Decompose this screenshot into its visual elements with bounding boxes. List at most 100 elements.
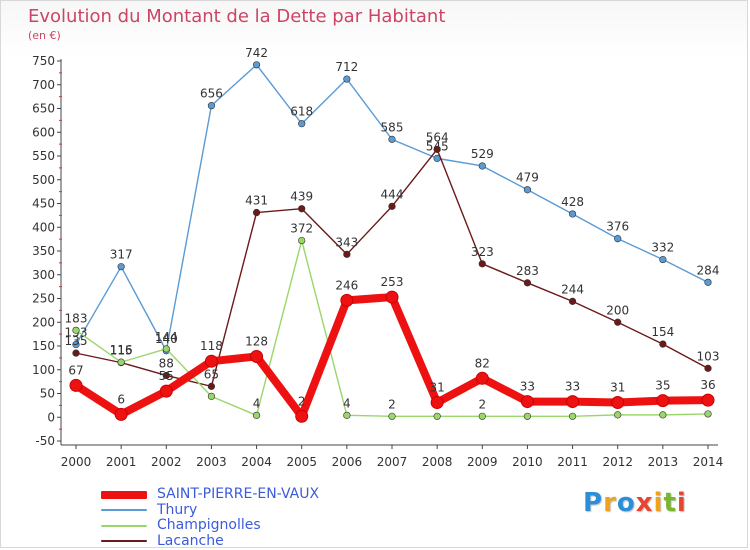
- data-point: [204, 354, 218, 368]
- y-tick-label: 350: [32, 244, 55, 258]
- legend-swatch: [101, 509, 147, 512]
- data-label: 742: [245, 46, 268, 60]
- data-point: [523, 279, 532, 287]
- data-point: [252, 208, 261, 217]
- y-tick-label: -50: [35, 434, 55, 448]
- y-tick-label: 700: [32, 78, 55, 92]
- data-label: 140: [155, 332, 178, 346]
- data-label: 712: [335, 60, 358, 74]
- data-point: [614, 318, 622, 326]
- data-label: 115: [110, 344, 133, 358]
- proxiti-logo: Proxiti: [583, 488, 687, 518]
- series-lacanche: 135 115 88 65 431 439 343 444 564 323 283 244 200 154…: [65, 130, 720, 390]
- y-tick-label: 200: [32, 315, 55, 329]
- chart-legend: SAINT-PIERRE-EN-VAUX Thury Champignolles La…: [101, 487, 319, 549]
- data-point: [433, 145, 441, 153]
- legend-label: Champignolles: [157, 517, 261, 534]
- x-tick-label: 2000: [61, 455, 92, 469]
- logo-letter: t: [663, 488, 677, 518]
- data-label: 118: [200, 339, 223, 353]
- data-label: 283: [516, 264, 539, 278]
- legend-label: SAINT-PIERRE-EN-VAUX: [157, 486, 320, 503]
- data-label: 4: [253, 396, 261, 410]
- x-tick-label: 2005: [286, 455, 317, 469]
- data-label: 376: [606, 220, 629, 234]
- data-point: [523, 412, 532, 420]
- data-label: 154: [651, 325, 674, 339]
- data-label: 444: [381, 187, 404, 201]
- data-label: 479: [516, 171, 539, 185]
- data-point: [295, 409, 309, 423]
- data-label: 82: [475, 356, 490, 370]
- data-point: [478, 412, 486, 420]
- data-label: 128: [245, 334, 268, 348]
- data-point: [568, 210, 577, 218]
- y-tick-label: 500: [32, 173, 55, 187]
- legend-item: Champignolles: [101, 518, 319, 534]
- data-point: [478, 260, 486, 268]
- data-point: [523, 186, 532, 194]
- series-champignolles: 183 116 144 4 372 4 2 2: [65, 222, 712, 420]
- legend-label: Lacanche: [157, 532, 224, 549]
- x-tick-label: 2013: [648, 455, 679, 469]
- data-point: [430, 396, 444, 410]
- data-point: [478, 162, 486, 170]
- x-tick-label: 2008: [422, 455, 453, 469]
- data-label: 55: [159, 369, 174, 383]
- data-point: [704, 364, 712, 372]
- data-point: [566, 395, 580, 409]
- data-point: [388, 202, 396, 210]
- data-label: 103: [697, 349, 720, 363]
- logo-letter: x: [635, 488, 654, 518]
- data-point: [388, 135, 396, 143]
- y-tick-label: 0: [47, 410, 55, 424]
- chart-subtitle: (en €): [28, 29, 61, 42]
- legend-label: Thury: [157, 501, 198, 518]
- data-point: [207, 102, 216, 110]
- data-label: 284: [697, 263, 720, 277]
- data-label: 2: [478, 397, 486, 411]
- data-point: [433, 412, 441, 420]
- y-tick-label: 400: [32, 220, 55, 234]
- data-point: [659, 411, 667, 419]
- data-point: [72, 340, 80, 349]
- data-label: 35: [655, 379, 670, 393]
- data-point: [343, 75, 351, 83]
- data-point: [340, 293, 354, 307]
- data-label: 116: [110, 343, 133, 357]
- data-label: 67: [68, 363, 83, 377]
- y-tick-label: 250: [32, 292, 55, 306]
- legend-item: Thury: [101, 501, 319, 519]
- data-point: [568, 412, 577, 420]
- data-point: [701, 393, 715, 407]
- data-label: 323: [471, 245, 494, 259]
- x-tick-label: 2001: [106, 455, 137, 469]
- data-point: [207, 382, 216, 390]
- data-point: [114, 407, 128, 421]
- y-tick-label: 550: [32, 149, 55, 163]
- data-point: [72, 326, 80, 334]
- data-label: 585: [381, 120, 404, 134]
- data-label: 4: [343, 396, 351, 410]
- data-label: 88: [159, 356, 174, 370]
- data-label: 564: [426, 130, 449, 144]
- data-label: 343: [335, 235, 358, 249]
- data-point: [656, 394, 670, 408]
- data-label: 656: [200, 87, 223, 101]
- y-tick-label: 50: [40, 387, 55, 401]
- data-label: 439: [290, 190, 313, 204]
- data-point: [162, 345, 170, 353]
- data-label: 431: [245, 194, 268, 208]
- y-tick-label: 100: [32, 363, 55, 377]
- data-point: [568, 297, 577, 305]
- data-label: 31: [610, 381, 625, 395]
- data-point: [343, 411, 351, 419]
- data-point: [117, 358, 125, 366]
- data-point: [704, 278, 712, 286]
- x-tick-label: 2004: [241, 455, 272, 469]
- x-tick-label: 2014: [693, 455, 724, 469]
- logo-letter: o: [616, 488, 636, 518]
- data-point: [614, 411, 622, 419]
- data-point: [298, 120, 306, 128]
